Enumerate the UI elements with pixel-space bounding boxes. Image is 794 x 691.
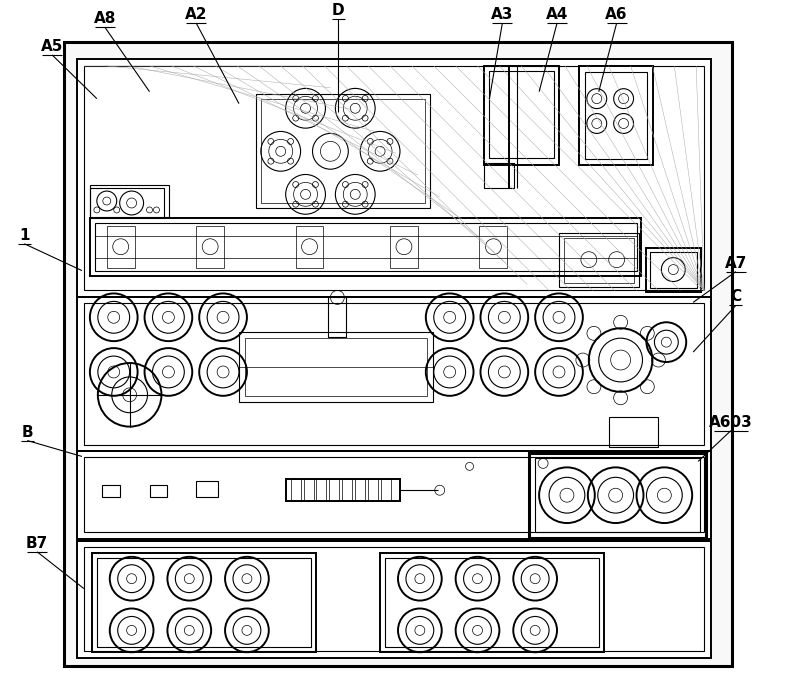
Text: A7: A7 xyxy=(725,256,747,271)
Text: A6: A6 xyxy=(605,7,628,22)
Bar xyxy=(559,233,638,287)
Bar xyxy=(94,223,637,271)
Bar xyxy=(390,226,418,267)
Bar xyxy=(380,553,603,652)
Bar xyxy=(484,163,515,188)
Text: B: B xyxy=(21,424,33,439)
Bar xyxy=(342,480,353,501)
Bar xyxy=(317,480,326,501)
Bar xyxy=(529,538,706,550)
Bar xyxy=(579,66,653,165)
Bar xyxy=(77,297,711,451)
Text: 1: 1 xyxy=(19,228,29,243)
Bar xyxy=(77,59,711,297)
Bar xyxy=(585,72,647,159)
Bar xyxy=(256,94,430,208)
Bar xyxy=(650,252,697,288)
Bar xyxy=(291,480,301,501)
Bar xyxy=(84,547,704,651)
Bar xyxy=(245,338,427,396)
Bar xyxy=(90,185,169,217)
Bar xyxy=(149,485,168,498)
Bar xyxy=(196,226,224,267)
Bar xyxy=(64,42,732,666)
Bar xyxy=(84,66,704,290)
Bar xyxy=(535,458,700,532)
Bar xyxy=(329,297,346,337)
Bar xyxy=(84,303,704,444)
Text: C: C xyxy=(730,290,742,304)
Bar xyxy=(480,226,507,267)
Text: A8: A8 xyxy=(94,11,116,26)
Text: B7: B7 xyxy=(26,536,48,551)
Text: A4: A4 xyxy=(545,7,569,22)
Bar xyxy=(196,482,218,498)
Text: A2: A2 xyxy=(185,7,207,22)
Bar xyxy=(77,451,711,539)
Text: A5: A5 xyxy=(41,39,64,54)
Bar xyxy=(97,558,310,647)
Bar xyxy=(84,457,704,532)
Bar xyxy=(239,332,433,401)
Bar xyxy=(92,553,315,652)
Bar xyxy=(286,480,400,501)
Text: D: D xyxy=(332,3,345,18)
Bar xyxy=(489,70,554,158)
Bar xyxy=(484,66,559,165)
Bar xyxy=(330,480,339,501)
Bar xyxy=(381,480,391,501)
Bar xyxy=(295,226,323,267)
Text: A603: A603 xyxy=(709,415,753,430)
Bar xyxy=(385,558,599,647)
Bar xyxy=(609,417,658,446)
Bar xyxy=(529,453,706,538)
Bar xyxy=(90,218,642,276)
Text: A3: A3 xyxy=(491,7,514,22)
Bar xyxy=(106,226,135,267)
Bar xyxy=(303,480,314,501)
Bar xyxy=(646,248,701,292)
Bar xyxy=(77,541,711,659)
Bar xyxy=(102,485,120,498)
Bar xyxy=(90,188,164,218)
Bar xyxy=(261,99,425,203)
Bar xyxy=(355,480,365,501)
Bar xyxy=(564,238,634,283)
Bar xyxy=(368,480,378,501)
